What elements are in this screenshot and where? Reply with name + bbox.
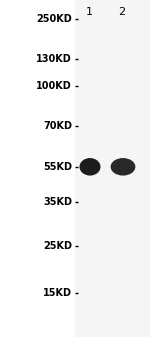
Text: 250KD: 250KD (36, 13, 72, 24)
Text: 15KD: 15KD (43, 288, 72, 298)
Text: 25KD: 25KD (43, 241, 72, 251)
Text: 70KD: 70KD (43, 121, 72, 131)
Bar (75, 0, 150, 337)
Text: 55KD: 55KD (43, 162, 72, 172)
Text: 100KD: 100KD (36, 81, 72, 91)
Text: 35KD: 35KD (43, 197, 72, 207)
Text: 1: 1 (86, 7, 93, 17)
Text: 2: 2 (118, 7, 125, 17)
Ellipse shape (111, 158, 135, 176)
Ellipse shape (80, 158, 100, 176)
Text: 130KD: 130KD (36, 54, 72, 64)
